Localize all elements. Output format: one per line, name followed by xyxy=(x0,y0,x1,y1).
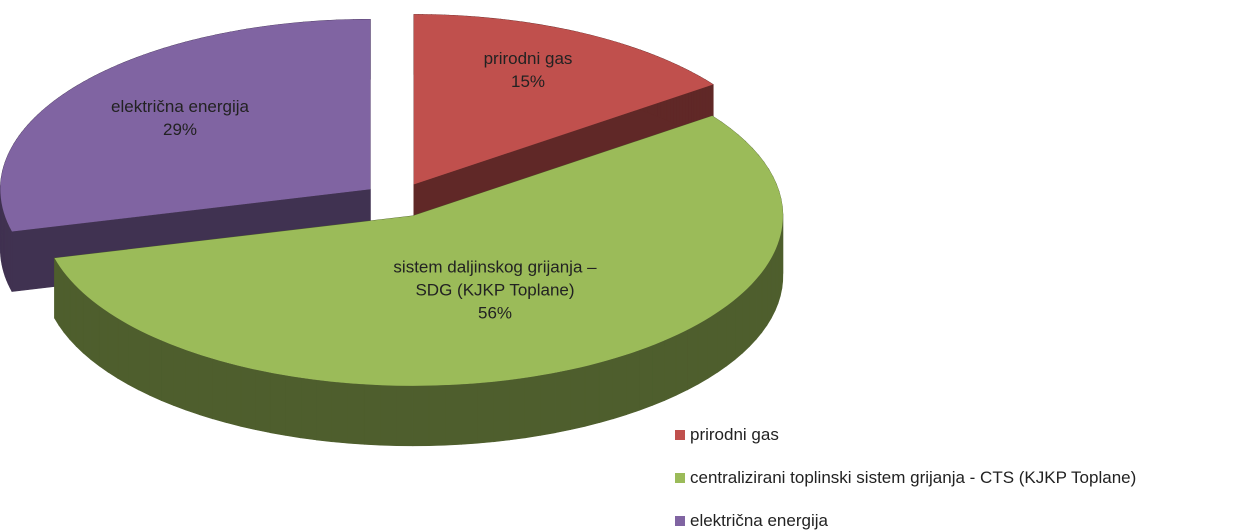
slice-outer-wall xyxy=(82,292,92,361)
slice-outer-wall xyxy=(774,243,779,311)
legend-swatch xyxy=(675,430,685,440)
slice-outer-wall xyxy=(198,354,213,420)
legend-label: centralizirani toplinski sistem grijanja… xyxy=(690,468,1137,487)
slice-outer-wall xyxy=(639,345,653,411)
slice-outer-wall xyxy=(300,377,317,441)
slice-outer-wall xyxy=(626,349,640,416)
slice-outer-wall xyxy=(149,334,162,401)
slice-outer-wall xyxy=(749,278,757,348)
slice-outer-wall xyxy=(316,379,333,443)
slice-outer-wall xyxy=(75,285,84,354)
slice-outer-wall xyxy=(9,227,13,292)
slice-outer-wall xyxy=(707,311,718,379)
slice-outer-wall xyxy=(742,285,750,354)
slice-outer-wall xyxy=(185,349,200,416)
slice-outer-wall xyxy=(612,354,627,420)
data-label-name: sistem daljinskog grijanja – SDG (KJKP T… xyxy=(393,257,597,300)
slice-outer-wall xyxy=(161,340,174,406)
data-label-value: 15% xyxy=(510,72,546,91)
data-label-name: električna energija xyxy=(111,97,249,116)
slice-outer-wall xyxy=(766,257,772,327)
slice-outer-wall xyxy=(58,264,65,334)
slice-outer-wall xyxy=(127,323,139,391)
slice-outer-wall xyxy=(652,340,665,406)
slice-outer-wall xyxy=(285,375,302,439)
data-label-value: 29% xyxy=(162,120,198,139)
slice-outer-wall xyxy=(675,329,688,396)
slice-outer-wall xyxy=(697,317,709,385)
slice-outer-wall xyxy=(555,369,571,434)
legend-item: električna energija xyxy=(675,511,828,530)
slice-outer-wall xyxy=(269,372,286,436)
slice-outer-wall xyxy=(240,365,256,431)
legend-item: centralizirani toplinski sistem grijanja… xyxy=(675,468,1136,488)
slice xyxy=(54,115,783,386)
slice-outer-wall xyxy=(107,311,119,379)
slice-outer-wall xyxy=(687,323,699,391)
slice-outer-wall xyxy=(770,250,776,319)
slice-outer-wall xyxy=(570,365,586,431)
slice-outer-wall xyxy=(412,385,430,447)
slice-outer-wall xyxy=(598,358,614,424)
slice-outer-wall xyxy=(726,298,736,367)
data-label: prirodni gas 15% xyxy=(413,47,643,93)
slice-outer-wall xyxy=(461,382,478,445)
slice xyxy=(0,19,371,232)
slice-outer-wall xyxy=(509,377,526,441)
slice-outer-wall xyxy=(63,271,71,341)
slice-outer-wall xyxy=(540,372,556,436)
slice-outer-wall xyxy=(396,385,414,447)
legend-swatch xyxy=(675,516,685,526)
slice-outer-wall xyxy=(255,369,271,434)
data-label: električna energija 29% xyxy=(65,95,295,141)
legend-swatch xyxy=(675,473,685,483)
slice-outer-wall xyxy=(331,381,349,444)
slice-outer-wall xyxy=(226,362,242,427)
slice-outer-wall xyxy=(445,384,462,446)
slice-outer-wall xyxy=(761,264,768,334)
slice-outer-wall xyxy=(734,292,743,361)
slice-outer-wall xyxy=(717,305,727,373)
slice-outer-wall xyxy=(54,257,60,327)
slice-outer-wall xyxy=(138,329,150,396)
legend-item: prirodni gas xyxy=(675,425,779,445)
slice-outer-wall xyxy=(69,278,77,348)
slice-outer-wall xyxy=(363,384,381,446)
slice-outer-wall xyxy=(755,271,763,341)
slice-outer-wall xyxy=(347,382,365,445)
slice xyxy=(413,14,714,185)
slice-outer-wall xyxy=(173,345,187,411)
data-label-name: prirodni gas xyxy=(483,49,573,68)
data-label-value: 56% xyxy=(477,303,513,323)
slice-outer-wall xyxy=(584,362,600,427)
slice-outer-wall xyxy=(493,379,510,443)
slice-outer-wall xyxy=(98,305,109,373)
slice-outer-wall xyxy=(212,358,227,424)
legend-label: električna energija xyxy=(690,511,828,530)
slice-outer-wall xyxy=(380,384,397,446)
slice-outer-wall xyxy=(90,298,100,367)
slice-outer-wall xyxy=(117,317,129,385)
data-label: sistem daljinskog grijanja – SDG (KJKP T… xyxy=(380,256,610,325)
slice-outer-wall xyxy=(428,384,446,446)
slice-outer-wall xyxy=(777,235,781,304)
slice-outer-wall xyxy=(664,334,677,401)
legend-label: prirodni gas xyxy=(690,425,779,444)
slice-outer-wall xyxy=(477,381,494,444)
slice-outer-wall xyxy=(524,375,541,439)
